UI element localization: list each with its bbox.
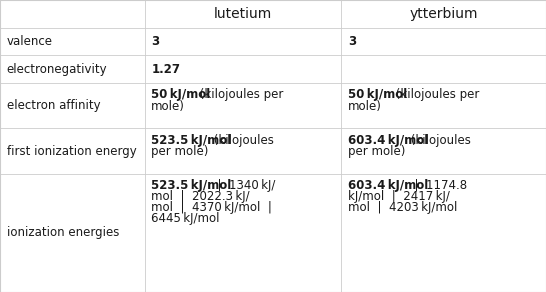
Text: first ionization energy: first ionization energy [7, 145, 136, 158]
Text: 523.5 kJ/mol: 523.5 kJ/mol [151, 179, 232, 192]
Text: 50 kJ/mol: 50 kJ/mol [348, 88, 407, 102]
Text: mol  |  4370 kJ/mol  |: mol | 4370 kJ/mol | [151, 201, 272, 214]
Text: |  1340 kJ/: | 1340 kJ/ [210, 179, 276, 192]
Text: 603.4 kJ/mol: 603.4 kJ/mol [348, 179, 428, 192]
Text: 1.27: 1.27 [151, 63, 180, 76]
Text: 50 kJ/mol: 50 kJ/mol [151, 88, 211, 102]
Text: mol  |  2022.3 kJ/: mol | 2022.3 kJ/ [151, 190, 250, 203]
Text: electron affinity: electron affinity [7, 99, 100, 112]
Text: valence: valence [7, 35, 52, 48]
Text: lutetium: lutetium [214, 7, 272, 21]
Text: (kilojoules: (kilojoules [407, 134, 471, 147]
Text: (kilojoules per: (kilojoules per [392, 88, 479, 102]
Text: 6445 kJ/mol: 6445 kJ/mol [151, 212, 219, 225]
Text: mole): mole) [348, 100, 382, 112]
Text: mole): mole) [151, 100, 185, 112]
Text: |  1174.8: | 1174.8 [407, 179, 467, 192]
Text: (kilojoules: (kilojoules [210, 134, 274, 147]
Text: per mole): per mole) [348, 145, 405, 158]
Text: ytterbium: ytterbium [410, 7, 478, 21]
Text: 603.4 kJ/mol: 603.4 kJ/mol [348, 134, 428, 147]
Text: per mole): per mole) [151, 145, 209, 158]
Text: electronegativity: electronegativity [7, 63, 107, 76]
Text: 3: 3 [348, 35, 356, 48]
Text: 523.5 kJ/mol: 523.5 kJ/mol [151, 134, 232, 147]
Text: kJ/mol  |  2417 kJ/: kJ/mol | 2417 kJ/ [348, 190, 450, 203]
Text: ionization energies: ionization energies [7, 226, 119, 239]
Text: (kilojoules per: (kilojoules per [195, 88, 283, 102]
Text: 3: 3 [151, 35, 159, 48]
Text: mol  |  4203 kJ/mol: mol | 4203 kJ/mol [348, 201, 457, 214]
